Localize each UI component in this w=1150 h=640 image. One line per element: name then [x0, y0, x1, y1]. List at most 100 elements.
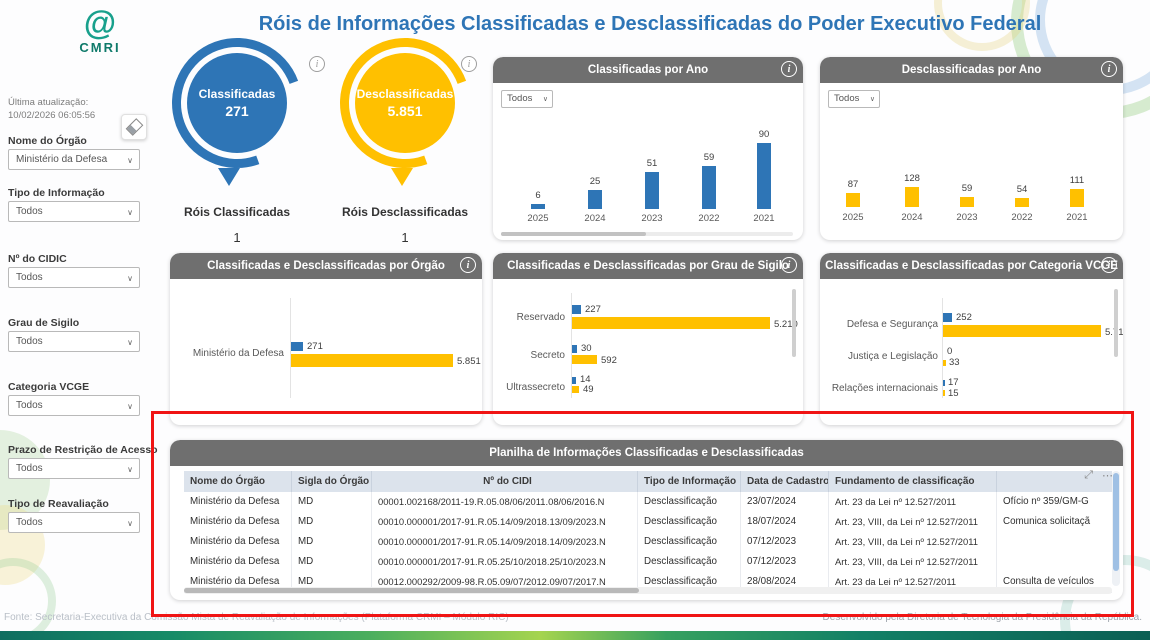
more-options-icon[interactable]: ⋯ [1102, 470, 1113, 482]
bar-2023[interactable] [960, 197, 974, 207]
bar-value: 5.851 [457, 356, 481, 367]
bar-classificadas[interactable] [943, 313, 952, 322]
focus-mode-icon[interactable]: ⤢ [1084, 469, 1093, 481]
table-row[interactable]: Ministério da Defesa MD 00001.002168/201… [184, 492, 1112, 513]
chevron-down-icon: ∨ [127, 519, 133, 528]
bar-desclassificadas[interactable] [943, 390, 945, 396]
info-icon[interactable]: i [1101, 257, 1117, 273]
filter-dropdown-grau-sigilo[interactable]: Todos ∨ [8, 331, 140, 352]
column-header[interactable]: Fundamento de classificação [829, 471, 997, 492]
bar-value: 252 [956, 312, 972, 323]
bar-2022[interactable] [1015, 198, 1029, 207]
year-filter-dropdown[interactable]: Todos ∨ [501, 90, 553, 108]
filter-dropdown-prazo-restricao[interactable]: Todos ∨ [8, 458, 140, 479]
column-header[interactable]: Tipo de Informação [638, 471, 741, 492]
bottom-color-strip [0, 631, 1150, 640]
bar-desclassificadas[interactable] [943, 360, 946, 366]
filter-label-prazo-restricao: Prazo de Restrição de Acesso [8, 444, 158, 456]
column-header[interactable]: Sigla do Órgão [292, 471, 372, 492]
info-icon[interactable]: i [461, 56, 477, 72]
eraser-icon [125, 118, 143, 136]
bar-desclassificadas[interactable] [572, 355, 597, 364]
column-header[interactable]: Data de Cadastro [741, 471, 829, 492]
chart-title: Classificadas e Desclassificadas por Gra… [507, 260, 789, 272]
category-label: Relações internacionais [831, 383, 938, 394]
bar-2023[interactable] [645, 172, 659, 209]
bar-value: 51 [646, 158, 658, 169]
table-panel: Planilha de Informações Classificadas e … [170, 440, 1123, 600]
table-row[interactable]: Ministério da Defesa MD 00010.000001/201… [184, 512, 1112, 533]
table-cell: Desclassificação [638, 512, 741, 532]
horizontal-scrollbar-thumb[interactable] [184, 588, 639, 593]
column-header[interactable]: Nome do Órgão [184, 471, 292, 492]
vertical-scrollbar-thumb[interactable] [792, 289, 796, 357]
filter-dropdown-nome-orgao[interactable]: Ministério da Defesa ∨ [8, 149, 140, 170]
vertical-scrollbar-track [1112, 471, 1120, 586]
info-icon[interactable]: i [309, 56, 325, 72]
table-cell: 07/12/2023 [741, 552, 829, 572]
chart-header: Classificadas e Desclassificadas por Cat… [820, 253, 1123, 279]
table-row[interactable]: Ministério da Defesa MD 00010.000001/201… [184, 552, 1112, 573]
filter-label-tipo-informacao: Tipo de Informação [8, 187, 105, 199]
filter-dropdown-tipo-reavaliacao[interactable]: Todos ∨ [8, 512, 140, 533]
x-tick: 2024 [901, 212, 923, 223]
category-label: Ultrassecreto [506, 382, 565, 393]
table-cell: Ofício nº 359/GM-G [1003, 496, 1089, 507]
chart-header: Classificadas por Ano i [493, 57, 803, 83]
bar-value: 87 [847, 179, 859, 190]
chart-title: Desclassificadas por Ano [901, 64, 1042, 76]
bar-desclassificadas[interactable] [572, 386, 579, 393]
table-cell: Art. 23 da Lei nº 12.527/2011 [829, 572, 997, 592]
filter-value: Ministério da Defesa [16, 154, 108, 165]
horizontal-scrollbar-track [184, 587, 1112, 594]
classificadas-kpi-circle: Classificadas 271 [187, 53, 287, 153]
bar-2021[interactable] [757, 143, 771, 209]
bar-value: 271 [307, 341, 323, 352]
bar-value: 90 [758, 129, 770, 140]
filter-dropdown-tipo-informacao[interactable]: Todos ∨ [8, 201, 140, 222]
bar-desclassificadas[interactable] [943, 325, 1101, 337]
bar-value: 49 [583, 384, 594, 395]
info-icon[interactable]: i [1101, 61, 1117, 77]
desclassificadas-count: 1 [401, 230, 409, 245]
x-tick: 2021 [753, 213, 775, 224]
info-icon[interactable]: i [781, 61, 797, 77]
horizontal-scrollbar-thumb[interactable] [501, 232, 646, 236]
clear-filters-button[interactable] [121, 114, 147, 140]
filter-dropdown-cidic[interactable]: Todos ∨ [8, 267, 140, 288]
bar-classificadas[interactable] [943, 380, 945, 386]
last-update-value: 10/02/2026 06:05:56 [8, 110, 96, 121]
bar-classificadas[interactable] [572, 377, 576, 384]
filter-dropdown-categoria-vcge[interactable]: Todos ∨ [8, 395, 140, 416]
year-filter-dropdown[interactable]: Todos ∨ [828, 90, 880, 108]
bar-classificadas[interactable] [572, 345, 577, 353]
filter-label-nome-orgao: Nome do Órgão [8, 135, 87, 147]
bar-value: 111 [1069, 175, 1085, 186]
bar-classificadas[interactable] [572, 305, 581, 314]
bar-2024[interactable] [905, 187, 919, 207]
filter-value: Todos [16, 336, 43, 347]
bar-classificadas[interactable] [291, 342, 303, 351]
desclassificadas-kpi-circle: Desclassificadas 5.851 [355, 53, 455, 153]
filter-value: Todos [834, 93, 860, 104]
bar-value: 14 [580, 374, 591, 385]
bar-2022[interactable] [702, 166, 716, 209]
bar-value: 227 [585, 304, 601, 315]
filter-value: Todos [16, 400, 43, 411]
info-icon[interactable]: i [460, 257, 476, 273]
bar-2025[interactable] [531, 204, 545, 209]
bar-value: 59 [703, 152, 715, 163]
bar-2024[interactable] [588, 190, 602, 209]
info-icon[interactable]: i [781, 257, 797, 273]
table-row[interactable]: Ministério da Defesa MD 00010.000001/201… [184, 532, 1112, 553]
chevron-down-icon: ∨ [127, 465, 133, 474]
bar-2021[interactable] [1070, 189, 1084, 207]
vertical-scrollbar-thumb[interactable] [1113, 473, 1119, 571]
chevron-down-icon: ∨ [542, 96, 548, 103]
vertical-scrollbar-thumb[interactable] [1114, 289, 1118, 357]
chart-panel-por-categoria-vcge: Classificadas e Desclassificadas por Cat… [820, 253, 1123, 425]
bar-desclassificadas[interactable] [572, 317, 770, 329]
column-header[interactable]: Nº do CIDI [372, 471, 638, 492]
bar-2025[interactable] [846, 193, 860, 207]
bar-desclassificadas[interactable] [291, 354, 453, 367]
